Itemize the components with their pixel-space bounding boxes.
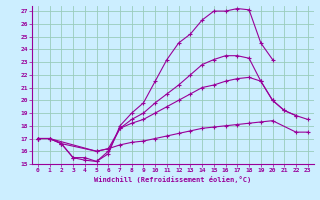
X-axis label: Windchill (Refroidissement éolien,°C): Windchill (Refroidissement éolien,°C)	[94, 176, 252, 183]
